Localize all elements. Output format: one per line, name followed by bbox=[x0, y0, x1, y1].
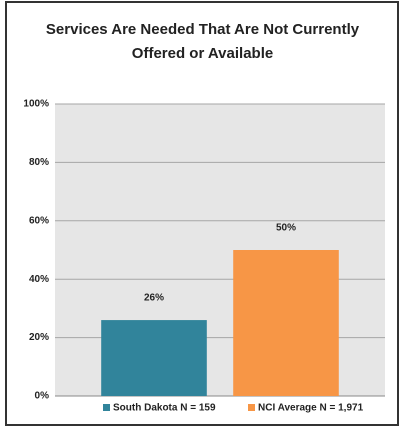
y-tick-label: 100% bbox=[23, 99, 49, 110]
bar bbox=[233, 250, 339, 396]
legend-label: NCI Average N = 1,971 bbox=[258, 403, 364, 414]
data-label: 50% bbox=[276, 223, 296, 234]
y-tick-label: 60% bbox=[29, 215, 49, 226]
legend-swatch bbox=[248, 404, 255, 411]
bar bbox=[101, 320, 207, 396]
y-tick-label: 0% bbox=[35, 391, 50, 402]
chart-border bbox=[5, 1, 399, 426]
legend-label: South Dakota N = 159 bbox=[113, 403, 216, 414]
y-tick-label: 20% bbox=[29, 332, 49, 343]
y-tick-label: 80% bbox=[29, 157, 49, 168]
data-label: 26% bbox=[144, 293, 164, 304]
chart-title: Services Are Needed That Are Not Current… bbox=[45, 21, 360, 62]
y-tick-label: 40% bbox=[29, 274, 49, 285]
legend-swatch bbox=[103, 404, 110, 411]
